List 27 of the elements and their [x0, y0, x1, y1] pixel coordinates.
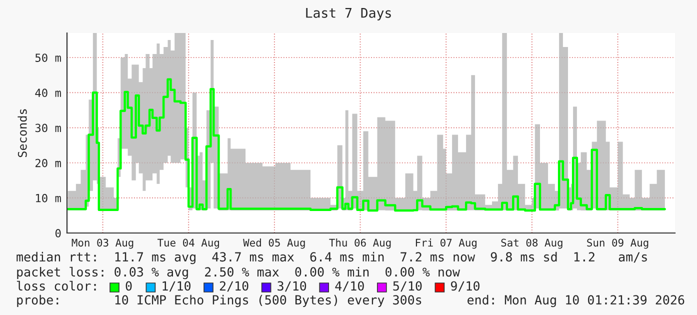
x-tick-label: Sat 08 Aug — [501, 238, 562, 249]
text: 0 — [126, 281, 132, 291]
y-tick-label: 50 m — [35, 54, 61, 62]
x-tick-label: Thu 06 Aug — [329, 238, 391, 249]
y-tick-label: 0 — [55, 229, 61, 238]
text: 4/10 — [335, 281, 364, 292]
x-tick-label: Tue 04 Aug — [157, 238, 219, 249]
y-tick-label: 30 m — [35, 124, 61, 132]
x-tick-label: Mon 03 Aug — [72, 238, 134, 249]
y-tick-label: 40 m — [35, 88, 61, 98]
text: probe: 10 ICMP Echo Pings (500 Bytes) every 300s — [17, 294, 422, 308]
text: median rtt: 11.7 ms avg 43.7 ms max 6.4 ms min 7.2 ms now 9.8 ms sd 1.2 am/s — [16, 252, 647, 264]
text: packet loss: 0.03 % avg 2.50 % max 0.00 % min 0.00 % now — [17, 266, 460, 280]
chart-title: Last 7 Days — [306, 8, 391, 20]
y-tick-label: 20 m — [36, 158, 61, 168]
y-axis-title: Seconds — [18, 109, 27, 158]
text: end: Mon Aug 10 01:21:39 2026 — [468, 294, 684, 308]
x-tick-label: Fri 07 Aug — [416, 238, 476, 249]
text: 9/10 — [450, 281, 480, 292]
text: 1/10 — [162, 281, 190, 292]
text: 2/10 — [220, 281, 248, 292]
text: 3/10 — [278, 281, 306, 292]
x-tick-label: Wed 05 Aug — [243, 238, 305, 249]
text: loss color: — [16, 280, 96, 291]
text: 5/10 — [393, 281, 422, 292]
x-tick-label: Sun 09 Aug — [587, 238, 648, 249]
y-tick-label: 10 m — [36, 194, 61, 202]
